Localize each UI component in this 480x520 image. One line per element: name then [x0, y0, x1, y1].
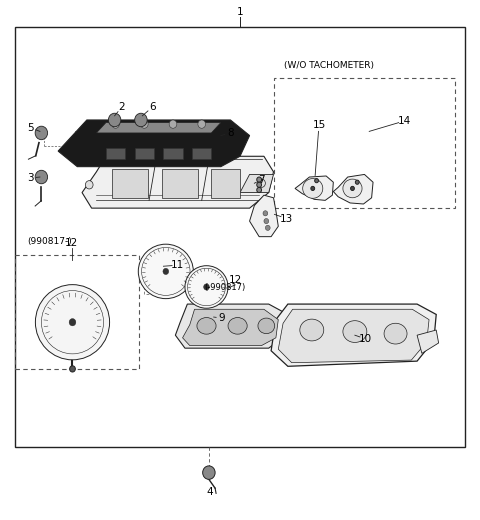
Circle shape: [135, 113, 147, 127]
Ellipse shape: [197, 318, 216, 334]
Polygon shape: [295, 176, 333, 200]
Text: 3: 3: [27, 173, 34, 183]
Text: 7: 7: [258, 175, 265, 185]
Ellipse shape: [343, 179, 362, 198]
Text: 4: 4: [206, 487, 213, 497]
Bar: [274, 79, 456, 208]
Circle shape: [203, 466, 215, 479]
Text: (990817-): (990817-): [27, 237, 72, 246]
Text: 14: 14: [397, 116, 411, 126]
Circle shape: [257, 187, 262, 192]
Bar: [15, 255, 140, 369]
Polygon shape: [106, 149, 125, 159]
Bar: [112, 169, 148, 198]
Text: 8: 8: [227, 128, 234, 138]
Circle shape: [350, 186, 354, 190]
Text: 13: 13: [280, 214, 293, 224]
Circle shape: [315, 178, 319, 183]
Polygon shape: [163, 149, 182, 159]
Bar: [15, 27, 465, 447]
Polygon shape: [96, 123, 221, 133]
Polygon shape: [271, 304, 436, 366]
Circle shape: [163, 268, 168, 275]
Circle shape: [169, 120, 177, 128]
Ellipse shape: [185, 266, 228, 308]
Ellipse shape: [138, 244, 193, 298]
Polygon shape: [192, 149, 211, 159]
Ellipse shape: [300, 319, 324, 341]
Text: 1: 1: [237, 7, 243, 17]
Circle shape: [85, 180, 93, 189]
Polygon shape: [250, 195, 278, 237]
Circle shape: [112, 120, 120, 128]
Text: 5: 5: [27, 123, 34, 133]
Circle shape: [204, 284, 209, 290]
Ellipse shape: [384, 323, 407, 344]
Ellipse shape: [258, 318, 275, 334]
Ellipse shape: [36, 284, 109, 360]
Circle shape: [258, 179, 265, 187]
Polygon shape: [82, 157, 274, 208]
Polygon shape: [135, 149, 154, 159]
Text: 10: 10: [359, 334, 372, 344]
Circle shape: [108, 113, 121, 127]
Bar: [211, 169, 240, 198]
Circle shape: [198, 120, 205, 128]
Polygon shape: [278, 309, 429, 362]
Bar: [162, 169, 198, 198]
Ellipse shape: [343, 321, 367, 343]
Text: 15: 15: [312, 120, 325, 130]
Ellipse shape: [303, 178, 323, 198]
Polygon shape: [240, 174, 274, 192]
Circle shape: [35, 126, 48, 140]
Text: (-990817): (-990817): [204, 283, 245, 292]
Text: (W/O TACHOMETER): (W/O TACHOMETER): [284, 61, 373, 70]
Circle shape: [311, 186, 315, 190]
Circle shape: [141, 120, 148, 128]
Text: 11: 11: [171, 260, 184, 270]
Circle shape: [69, 319, 76, 326]
Ellipse shape: [228, 318, 247, 334]
Text: 12: 12: [228, 275, 242, 285]
Circle shape: [264, 218, 269, 224]
Polygon shape: [182, 309, 278, 346]
Polygon shape: [175, 304, 288, 348]
Circle shape: [70, 366, 75, 372]
Circle shape: [263, 211, 268, 216]
Circle shape: [355, 180, 359, 184]
Circle shape: [257, 182, 262, 187]
Circle shape: [265, 225, 270, 230]
Text: 6: 6: [149, 102, 156, 112]
Polygon shape: [417, 330, 439, 354]
Polygon shape: [333, 174, 373, 204]
Text: 2: 2: [119, 102, 125, 112]
Text: 9: 9: [218, 313, 225, 323]
Polygon shape: [58, 120, 250, 166]
Circle shape: [257, 177, 262, 182]
Circle shape: [35, 170, 48, 184]
Text: 12: 12: [65, 238, 78, 248]
